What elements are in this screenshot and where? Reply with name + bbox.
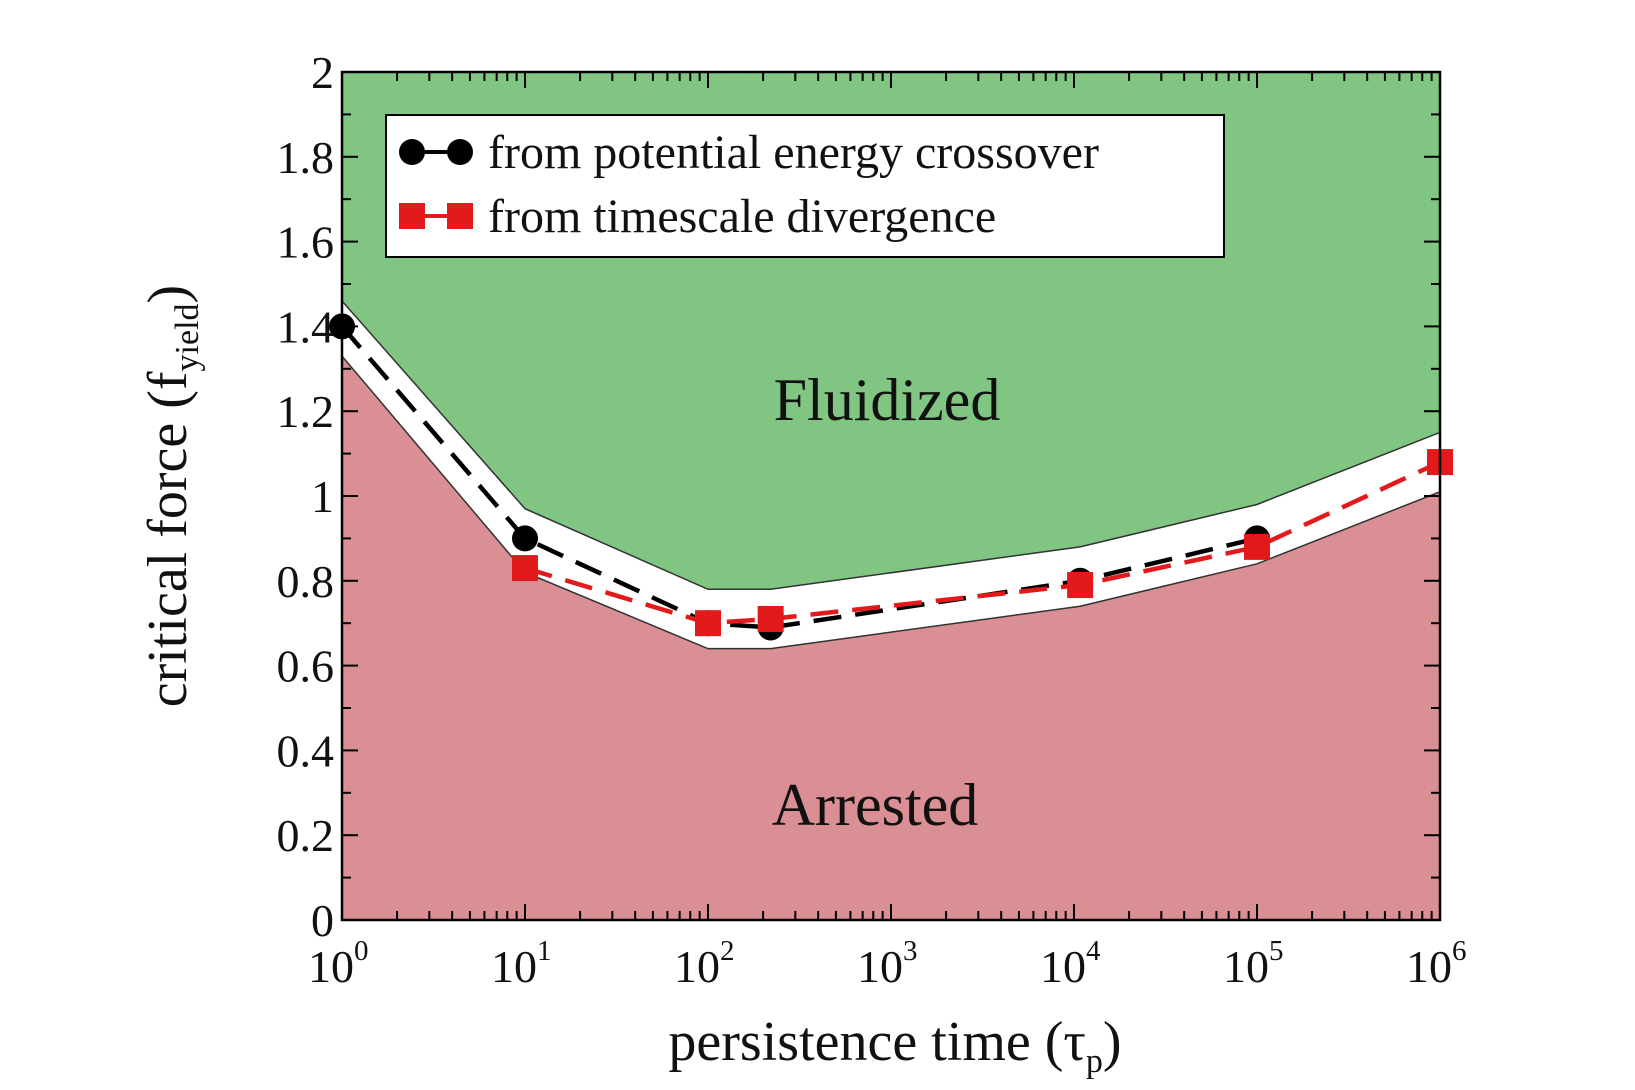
x-tick-labels: 100 101 102 103 104 105 106: [308, 935, 1467, 992]
region-label-arrested: Arrested: [772, 772, 979, 838]
y-tick-label: 0.2: [277, 810, 335, 861]
region-label-fluidized: Fluidized: [774, 367, 1001, 433]
x-tick-label: 100: [308, 935, 369, 992]
legend-label-timescale: from timescale divergence: [488, 190, 996, 243]
y-axis-symbol: f: [137, 371, 199, 390]
x-tick-label: 105: [1223, 935, 1284, 992]
legend-marker-circle: [399, 139, 425, 165]
y-axis-subscript: yield: [169, 303, 206, 371]
data-point-circle: [512, 525, 538, 552]
y-tick-label: 1: [311, 471, 334, 522]
y-tick-label: 1.8: [277, 132, 335, 183]
legend-box: [385, 114, 1225, 258]
x-tick-label: 106: [1406, 935, 1467, 992]
y-tick-label: 1.2: [277, 386, 335, 437]
minor-ticks: [342, 72, 1440, 920]
legend: from potential energy crossover from tim…: [385, 114, 1225, 258]
series-layer: [329, 313, 1453, 641]
x-tick-label: 101: [491, 935, 552, 992]
y-tick-label: 0.4: [277, 725, 335, 776]
data-point-square: [1244, 533, 1270, 560]
x-axis-label: persistence time (τp): [668, 1011, 1121, 1080]
data-point-square: [757, 605, 784, 632]
legend-label-potential-energy: from potential energy crossover: [488, 126, 1099, 179]
legend-entry-timescale: from timescale divergence: [399, 190, 996, 243]
y-tick-label: 2: [311, 47, 334, 98]
plot-frame: [340, 70, 1442, 922]
y-axis-label-text: critical force: [137, 423, 199, 707]
x-tick-label: 102: [674, 935, 735, 992]
y-tick-labels: 0 0.2 0.4 0.6 0.8 1 1.2 1.4 1.6 1.8 2: [277, 47, 335, 946]
legend-entry-potential-energy: from potential energy crossover: [399, 126, 1099, 179]
x-axis-subscript: p: [1086, 1043, 1103, 1080]
x-axis-symbol: τ: [1063, 1011, 1086, 1073]
data-point-square: [512, 555, 538, 582]
x-tick-label: 103: [857, 935, 918, 992]
y-tick-label: 1.4: [277, 301, 335, 352]
legend-marker-square: [447, 203, 473, 229]
legend-marker-square: [399, 203, 425, 229]
x-axis-label-text: persistence time: [668, 1011, 1030, 1073]
y-axis-label: critical force (fyield): [137, 285, 206, 707]
series-line-0: [340, 324, 1258, 630]
y-tick-label: 1.6: [277, 217, 335, 268]
y-tick-label: 0.8: [277, 556, 335, 607]
y-tick-label: 0.6: [277, 641, 335, 692]
x-tick-label: 104: [1040, 935, 1101, 992]
data-point-square: [1067, 572, 1094, 599]
legend-marker-circle: [447, 139, 473, 165]
data-point-square: [695, 610, 721, 637]
y-tick-label: 0: [311, 895, 334, 946]
series-line-1: [524, 460, 1441, 626]
